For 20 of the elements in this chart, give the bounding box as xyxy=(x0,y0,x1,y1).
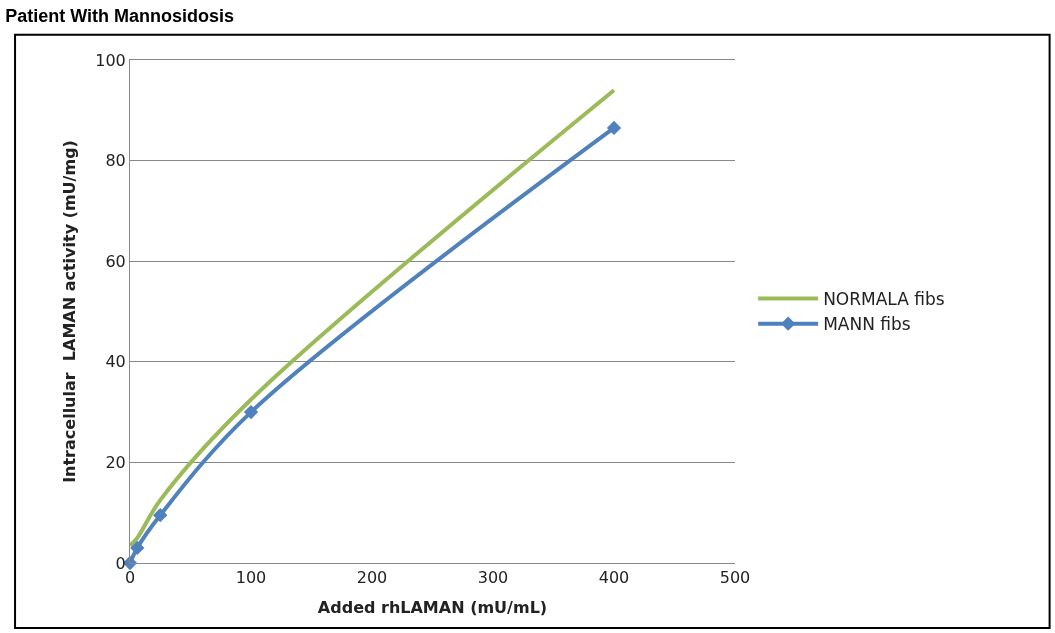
x-tick-label: 400 xyxy=(598,568,630,588)
y-tick-label: 40 xyxy=(105,352,126,372)
x-tick-label: 100 xyxy=(235,568,267,588)
x-tick-label: 500 xyxy=(719,568,751,588)
y-tick-label: 100 xyxy=(95,50,126,70)
x-tick-label: 200 xyxy=(356,568,388,588)
y-tick-label: 60 xyxy=(105,251,126,271)
point xyxy=(606,120,622,136)
y-axis-title: Intracellular LAMAN activity (mU/mg) xyxy=(60,140,80,483)
point xyxy=(130,540,145,556)
point xyxy=(243,404,259,420)
y-tick-label: 20 xyxy=(105,453,126,472)
x-tick-label: 300 xyxy=(477,568,509,588)
point xyxy=(153,508,168,523)
x-axis-title: Added rhLAMAN (mU/mL) xyxy=(317,597,548,617)
legend-label: NORMALA fibs xyxy=(823,289,945,310)
y-tick-label: 80 xyxy=(105,151,126,171)
chart-title: Patient With Mannosidosis xyxy=(5,6,235,27)
legend-label: MANN fibs xyxy=(823,314,911,335)
y-tick-label: 0 xyxy=(115,553,126,573)
